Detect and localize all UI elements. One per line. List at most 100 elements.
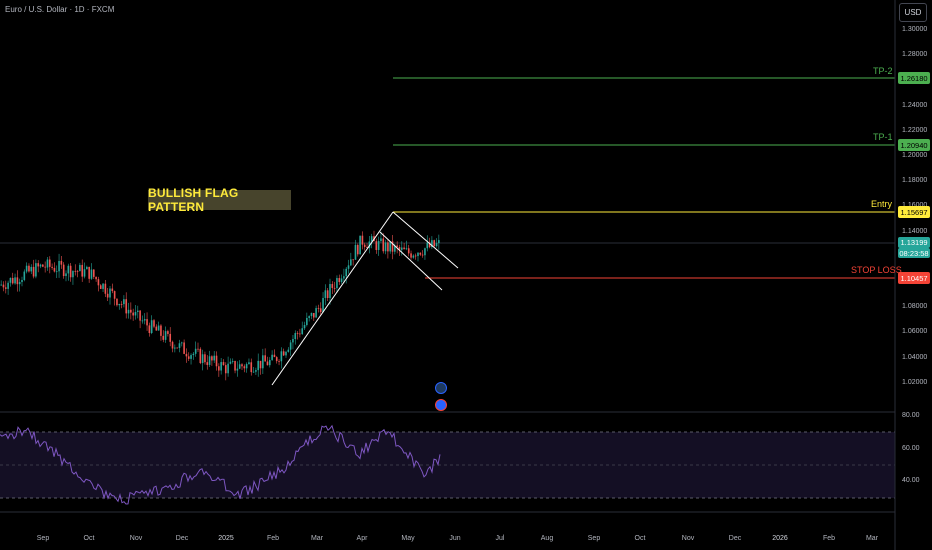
price-pane — [0, 0, 895, 410]
candle-body — [120, 303, 123, 305]
tp1-price-tag: 1.20940 — [898, 139, 930, 151]
price-tick-label: 1.22000 — [902, 126, 928, 134]
candle-body — [384, 242, 387, 252]
candle-body — [155, 326, 158, 331]
candle-body — [187, 356, 190, 359]
candle-body — [350, 259, 352, 266]
candle-body — [76, 271, 79, 272]
candle-body — [127, 309, 130, 314]
candle-body — [301, 328, 304, 335]
time-tick-label: Feb — [822, 535, 836, 542]
flag-upper-line[interactable] — [392, 211, 459, 269]
candle-body — [213, 355, 216, 361]
time-tick-label: Dec — [175, 535, 189, 542]
candle-body — [303, 325, 306, 329]
rsi-tick-label: 40.00 — [902, 477, 920, 484]
candle-body — [185, 353, 188, 357]
candle-body — [194, 348, 197, 354]
candle-body — [227, 363, 229, 374]
candle-body — [62, 264, 65, 277]
candle-body — [398, 247, 401, 250]
price-tick-label: 1.08000 — [902, 303, 928, 311]
candle-body — [86, 266, 88, 270]
candle-body — [141, 320, 144, 322]
candle-body — [322, 297, 324, 313]
candle-body — [4, 287, 7, 289]
candle-body — [366, 246, 368, 249]
candle-body — [294, 333, 297, 339]
candle-body — [285, 351, 287, 356]
candle-body — [431, 240, 433, 248]
candle-body — [224, 365, 227, 374]
candle-body — [169, 333, 172, 342]
time-tick-label: Dec — [728, 535, 742, 542]
dividend-icon[interactable] — [435, 399, 447, 411]
candle-body — [245, 364, 248, 369]
candle-body — [308, 316, 310, 318]
candle-body — [412, 255, 415, 258]
candle-body — [312, 312, 315, 318]
candle-body — [428, 242, 431, 248]
stop-loss-price-tag: 1.10457 — [898, 272, 930, 284]
candle-body — [69, 265, 72, 278]
candle-body — [72, 270, 74, 278]
candle-body — [273, 354, 276, 358]
candle-body — [282, 351, 285, 356]
price-tick-label: 1.16000 — [902, 202, 927, 209]
time-tick-label: Oct — [83, 535, 95, 542]
candle-body — [278, 361, 280, 362]
candle-body — [275, 357, 278, 362]
candle-body — [292, 338, 294, 343]
candle-body — [95, 276, 97, 280]
currency-button[interactable]: USD — [899, 3, 927, 22]
candle-body — [32, 266, 35, 277]
rsi-tick-label: 80.00 — [902, 412, 920, 419]
candle-body — [109, 288, 111, 298]
candle-body — [370, 236, 373, 242]
time-tick-label: Nov — [129, 535, 143, 542]
candle-body — [81, 264, 84, 277]
candle-body — [116, 298, 118, 306]
candle-body — [60, 260, 63, 265]
candle-body — [333, 287, 336, 289]
candle-body — [407, 248, 410, 254]
candle-body — [9, 277, 12, 283]
candle-body — [396, 245, 398, 248]
candle-body — [306, 317, 308, 326]
rsi-tick-label: 60.00 — [902, 445, 920, 452]
candle-body — [271, 354, 273, 360]
candle-body — [336, 278, 338, 289]
candle-body — [113, 291, 116, 299]
pattern-label[interactable]: BULLISH FLAG PATTERN — [148, 186, 291, 214]
candle-body — [23, 271, 26, 280]
candle-body — [58, 260, 60, 272]
candle-body — [387, 242, 389, 252]
event-icon[interactable] — [435, 382, 447, 394]
candle-body — [28, 265, 30, 272]
flag-lower-line[interactable] — [379, 231, 443, 291]
candle-body — [174, 347, 176, 349]
candle-body — [192, 353, 195, 356]
candle-body — [359, 235, 361, 255]
candle-body — [262, 355, 264, 369]
candle-body — [215, 355, 218, 367]
flagpole-line[interactable] — [271, 211, 394, 386]
candle-body — [438, 240, 440, 244]
candle-body — [206, 362, 209, 365]
symbol-title[interactable]: Euro / U.S. Dollar · 1D · FXCM — [5, 5, 115, 14]
candle-body — [65, 273, 67, 277]
candle-body — [424, 248, 426, 256]
candle-body — [157, 325, 160, 331]
candle-body — [368, 241, 371, 249]
candle-body — [132, 312, 134, 316]
candle-body — [338, 278, 341, 283]
candle-body — [236, 368, 239, 371]
candle-body — [88, 266, 90, 279]
candle-body — [405, 248, 408, 250]
candle-body — [234, 361, 236, 371]
candle-body — [150, 320, 153, 333]
time-tick-label: Nov — [681, 535, 695, 542]
price-tick-label: 1.04000 — [902, 353, 928, 361]
stop-loss-label: STOP LOSS — [851, 265, 902, 275]
